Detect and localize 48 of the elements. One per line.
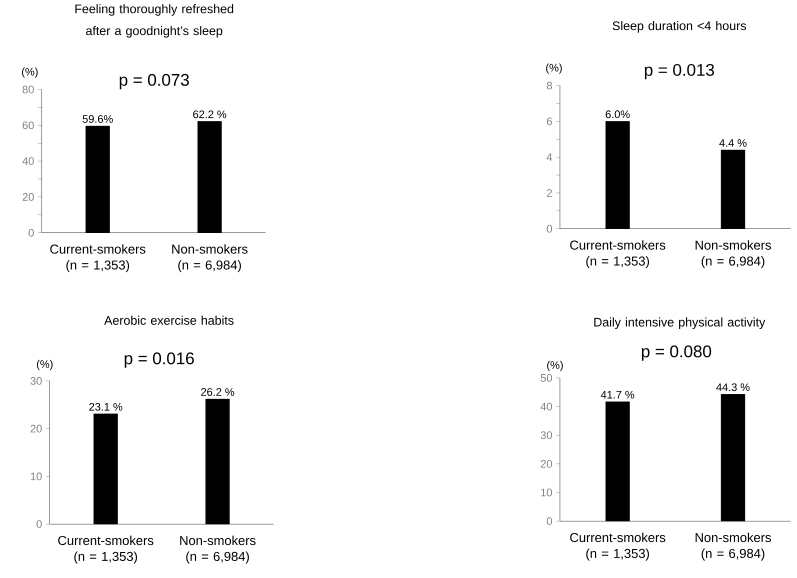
chart-title: Daily intensive physical activity <box>594 318 766 330</box>
chart-title: Aerobic exercise habits <box>104 316 234 325</box>
text: p = 0.073 <box>120 74 189 90</box>
data-label: 62.2 % <box>193 110 226 118</box>
y-tick-label: 50 <box>540 374 552 382</box>
data-label: 6.0% <box>606 110 630 118</box>
y-tick-label: 8 <box>546 82 552 90</box>
data-label: 4.4 % <box>719 139 747 147</box>
x-tick-label: Current-smokers (n = 1,353) <box>50 244 146 272</box>
x-tick-label: Non-smokers (n = 6,984) <box>172 244 248 272</box>
y-tick-label: 80 <box>22 86 34 94</box>
y-tick-label: 10 <box>541 488 552 496</box>
y-axis-title: (%) <box>22 68 38 78</box>
y-tick-label: 30 <box>540 431 552 440</box>
y-tick-label: 20 <box>540 460 552 468</box>
data-label: 44.3 % <box>716 383 750 392</box>
data-label: 59.6% <box>82 115 113 123</box>
y-tick-label: 6 <box>546 118 552 126</box>
y-axis-title: (%) <box>36 360 53 370</box>
y-tick-label: 30 <box>30 377 42 385</box>
data-label: 23.1 % <box>89 403 122 411</box>
x-tick-label: Non-smokers (n = 6,984) <box>696 532 771 561</box>
x-tick-label: Current-smokers (n = 1,353) <box>570 532 666 561</box>
y-tick-label: 20 <box>22 193 34 201</box>
y-tick-label: 10 <box>30 472 42 480</box>
x-tick-label: Non-smokers (n = 6,984) <box>180 536 256 564</box>
text: p = 0.080 <box>642 345 712 361</box>
data-label: 26.2 % <box>201 388 234 396</box>
chart-title: Feeling thoroughly refreshed after a goodnight’s sleep <box>75 4 234 38</box>
y-tick-label: 0 <box>36 520 42 528</box>
y-tick-label: 0 <box>28 228 34 237</box>
y-axis-title: (%) <box>547 360 563 372</box>
y-tick-label: 40 <box>540 402 552 411</box>
text: p = 0.016 <box>124 352 194 368</box>
text: p = 0.013 <box>644 64 714 80</box>
y-tick-label: 0 <box>546 517 552 526</box>
y-tick-label: 2 <box>546 189 552 197</box>
y-tick-label: 40 <box>22 157 34 166</box>
y-axis-title: (%) <box>546 64 562 74</box>
x-tick-label: Non-smokers (n = 6,984) <box>696 240 771 268</box>
x-tick-label: Current-smokers (n = 1,353) <box>58 536 154 564</box>
y-tick-label: 20 <box>30 424 42 433</box>
data-label: 41.7 % <box>600 390 634 399</box>
y-tick-label: 60 <box>22 122 34 130</box>
chart-title: Sleep duration <4 hours <box>612 21 746 33</box>
y-tick-label: 0 <box>546 224 552 233</box>
y-tick-label: 4 <box>546 153 552 161</box>
x-tick-label: Current-smokers (n = 1,353) <box>570 240 666 268</box>
